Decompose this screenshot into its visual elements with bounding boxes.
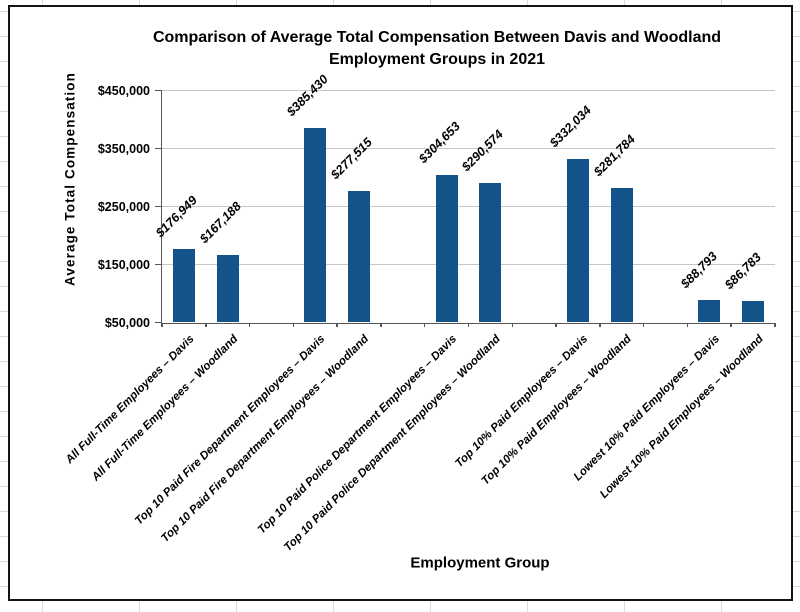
chart-title-line-1: Comparison of Average Total Compensation… [152,29,722,46]
chart-title-line-2: Employment Groups in 2021 [328,51,546,68]
gridline [162,90,775,91]
chart-title: Comparison of Average Total Compensation… [67,27,800,71]
y-tick-mark [155,321,162,324]
x-tick-mark [511,322,514,327]
bar-value-label: $332,034 [547,103,594,150]
x-tick-mark [599,322,601,327]
bar-value-label: $290,574 [459,127,507,174]
bar [348,190,371,323]
x-tick-mark [423,322,426,327]
gridline [162,264,775,265]
gridline [162,148,775,149]
x-tick-mark [642,322,645,327]
y-tick-mark [155,205,162,208]
plot-area: $176,949 All Full-Time Employees – Davis $… [63,72,776,553]
bar [216,254,239,323]
chart-object[interactable]: Comparison of Average Total Compensation… [8,5,793,601]
x-tick-mark [161,322,163,327]
category-label: Lowest 10% Paid Employees – Woodland [597,332,766,501]
bar [304,127,327,323]
gridline [162,206,775,207]
bar-value-label: $176,949 [152,193,200,240]
bar [435,174,458,323]
x-tick-mark [555,322,557,327]
bar [566,158,589,323]
x-axis-title: Employment Group [410,554,550,572]
y-axis-title: Average Total Compensation [62,72,78,286]
category-label: Top 10% Paid Employees – Woodland [479,332,635,487]
category-label: Top 10 Paid Police Department Employees … [255,332,460,536]
y-tick-mark [155,89,162,92]
x-tick-mark [292,322,295,327]
category-label: Top 10 Paid Police Department Employees … [282,332,503,554]
bar-value-label: $281,784 [590,132,638,180]
y-tick-label: $450,000 [97,83,150,98]
bar-value-label: $86,783 [722,250,765,293]
category-label: Top 10 Paid Fire Department Employees – … [159,332,372,545]
bar [172,248,195,323]
y-tick-mark [155,263,162,266]
bar [742,301,765,323]
y-tick-mark [155,147,162,150]
x-tick-mark [730,322,732,327]
x-tick-mark [467,322,470,327]
x-tick-mark [686,322,689,327]
x-tick-mark [774,322,776,327]
x-tick-mark [336,322,338,327]
x-tick-mark [205,322,207,327]
x-tick-mark [248,322,251,327]
bar-value-label: $88,793 [678,249,721,291]
bar-value-label: $385,430 [284,72,332,119]
bar [698,300,721,323]
y-tick-label: $350,000 [97,141,150,156]
bar [479,182,502,323]
bar-value-label: $277,515 [328,134,375,182]
bar [610,188,633,323]
bar-value-label: $304,653 [415,119,463,166]
y-tick-label: $50,000 [104,315,150,330]
y-tick-label: $250,000 [97,199,150,214]
y-tick-label: $150,000 [97,257,150,272]
x-tick-mark [380,322,382,327]
